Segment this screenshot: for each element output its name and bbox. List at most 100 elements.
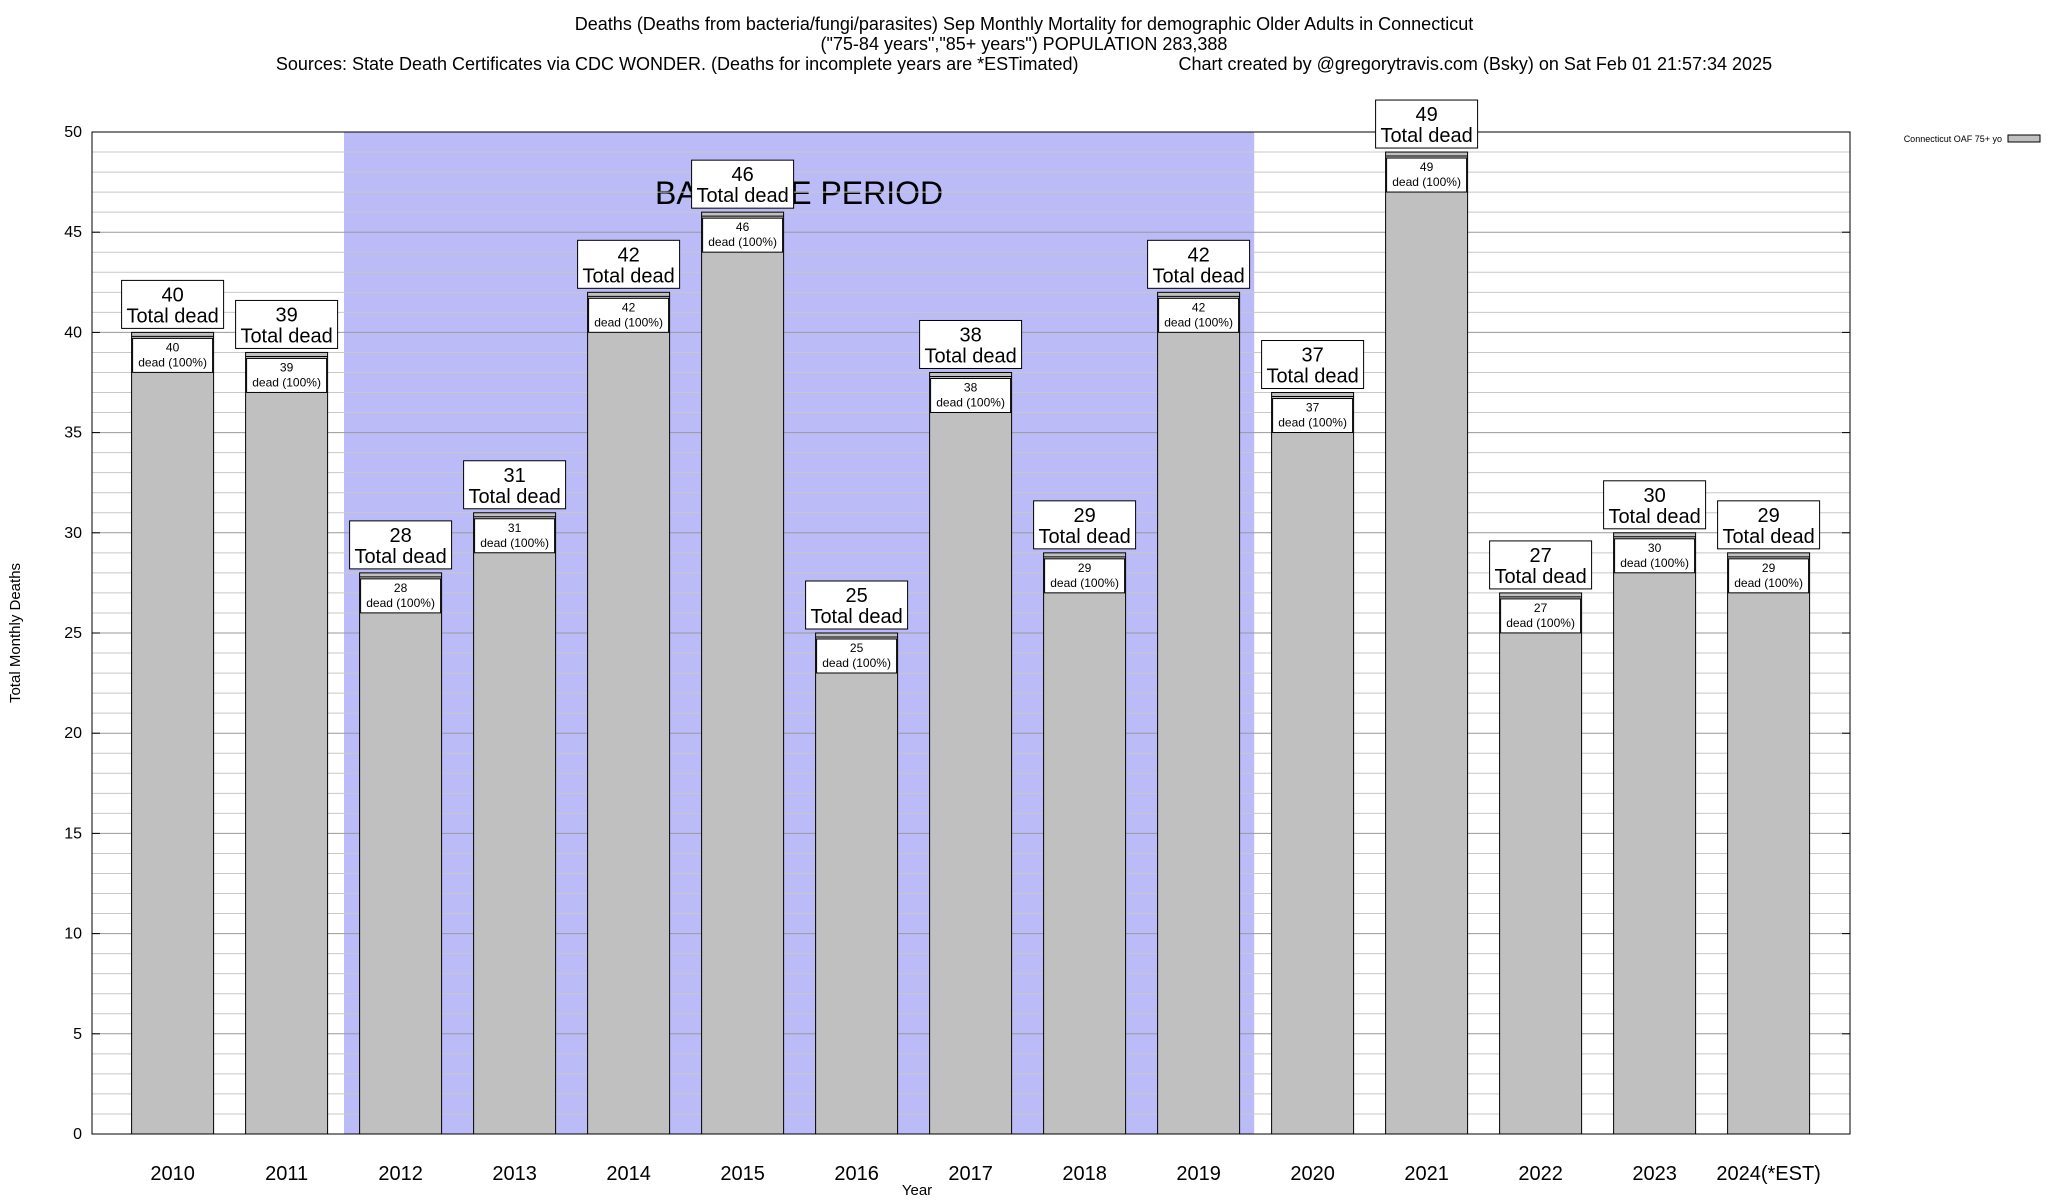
bar-2023 <box>1613 532 1697 1135</box>
top-label-box <box>577 239 681 289</box>
bar-2019 <box>1157 291 1241 1135</box>
inner-label-value: 25 <box>850 641 864 655</box>
top-label-text: Total dead <box>354 546 446 568</box>
top-label-box <box>349 520 453 570</box>
y-tick-label: 25 <box>64 625 82 642</box>
top-label-text: Total dead <box>1722 526 1814 548</box>
top-label-box <box>691 159 795 209</box>
x-tick-label: 2022 <box>1518 1163 1563 1185</box>
top-label-text: Total dead <box>924 345 1016 367</box>
inner-label-text: dead (100%) <box>1164 315 1233 329</box>
chart-title-block: Deaths (Deaths from bacteria/fungi/paras… <box>0 14 2048 74</box>
x-tick-label: 2021 <box>1404 1163 1449 1185</box>
top-label-box <box>1717 500 1821 550</box>
inner-label-box <box>1500 598 1582 634</box>
bar-2011 <box>245 351 329 1135</box>
inner-label-value: 30 <box>1648 541 1662 555</box>
inner-label-value: 29 <box>1762 561 1776 575</box>
axes: 2010 2011 2012 2013 2014 2015 2016 2017 2018 2019… <box>7 124 1851 1199</box>
top-label-box <box>1603 480 1707 530</box>
inner-label-value: 29 <box>1078 561 1092 575</box>
x-tick-label: 2012 <box>378 1163 423 1185</box>
inner-label-box <box>1614 538 1696 574</box>
inner-label-value: 46 <box>736 220 750 234</box>
inner-label-box <box>816 638 898 674</box>
top-label-box <box>1375 99 1479 149</box>
chart-subtitle-row: Sources: State Death Certificates via CD… <box>0 54 2048 74</box>
inner-label-box <box>1728 558 1810 594</box>
top-label-value: 49 <box>1415 104 1437 126</box>
inner-label-box <box>1386 157 1468 193</box>
inner-label-box <box>1044 558 1126 594</box>
bar-2016 <box>815 632 899 1135</box>
inner-label-text: dead (100%) <box>708 235 777 249</box>
x-tick-label: 2017 <box>948 1163 993 1185</box>
chart-title: Deaths (Deaths from bacteria/fungi/paras… <box>574 14 1474 34</box>
inner-label-text: dead (100%) <box>252 375 321 389</box>
bar-2015 <box>701 211 785 1135</box>
bar-2018 <box>1043 552 1127 1135</box>
x-tick-label: 2023 <box>1632 1163 1677 1185</box>
top-label-value: 42 <box>617 244 639 266</box>
top-label-text: Total dead <box>810 606 902 628</box>
inner-label-value: 31 <box>508 521 522 535</box>
top-label-value: 28 <box>389 525 411 547</box>
y-tick-label: 40 <box>64 324 82 341</box>
top-label-value: 30 <box>1643 485 1665 507</box>
top-label-text: Total dead <box>126 305 218 327</box>
top-label-box <box>1033 500 1137 550</box>
y-axis-label: Total Monthly Deaths <box>7 563 24 703</box>
top-label-box <box>1489 540 1593 590</box>
inner-label-value: 49 <box>1420 160 1434 174</box>
x-tick-label: 2011 <box>265 1163 308 1185</box>
top-label-text: Total dead <box>1380 125 1472 147</box>
inner-label-box <box>132 337 214 373</box>
top-label-value: 29 <box>1073 505 1095 527</box>
x-tick-label: 2014 <box>606 1163 651 1185</box>
inner-label-text: dead (100%) <box>1506 616 1575 630</box>
top-label-text: Total dead <box>696 185 788 207</box>
top-label-box <box>121 279 225 329</box>
top-label-text: Total dead <box>468 486 560 508</box>
bar-2014 <box>587 291 671 1135</box>
top-label-text: Total dead <box>1494 566 1586 588</box>
top-label-value: 38 <box>959 324 981 346</box>
inner-label-value: 28 <box>394 581 408 595</box>
inner-label-box <box>1272 398 1354 434</box>
inner-label-value: 37 <box>1306 401 1320 415</box>
inner-label-value: 27 <box>1534 601 1548 615</box>
inner-label-box <box>474 518 556 554</box>
inner-label-value: 39 <box>280 360 294 374</box>
inner-label-box <box>930 377 1012 413</box>
top-label-text: Total dead <box>1038 526 1130 548</box>
y-tick-label: 15 <box>64 825 82 842</box>
y-tick-label: 35 <box>64 425 82 442</box>
top-label-value: 40 <box>161 284 183 306</box>
y-tick-label: 5 <box>73 1026 82 1043</box>
top-label-value: 31 <box>503 465 525 487</box>
inner-label-text: dead (100%) <box>936 395 1005 409</box>
top-label-box <box>463 460 567 510</box>
inner-label-value: 42 <box>1192 300 1206 314</box>
top-label-text: Total dead <box>582 265 674 287</box>
x-tick-label: 2019 <box>1176 1163 1221 1185</box>
chart-credit: Chart created by @gregorytravis.com (Bsk… <box>1178 54 1773 74</box>
x-axis-label: Year <box>902 1182 932 1199</box>
bar-2020 <box>1271 392 1355 1135</box>
bar-2024(*EST) <box>1727 552 1811 1135</box>
x-tick-label: 2010 <box>150 1163 195 1185</box>
inner-label-text: dead (100%) <box>594 315 663 329</box>
top-label-value: 27 <box>1529 545 1551 567</box>
top-label-box <box>919 319 1023 369</box>
inner-label-text: dead (100%) <box>1278 416 1347 430</box>
x-tick-label: 2018 <box>1062 1163 1107 1185</box>
inner-label-box <box>588 297 670 333</box>
top-label-box <box>1147 239 1251 289</box>
y-tick-label: 0 <box>73 1126 82 1143</box>
bar-2021 <box>1385 151 1469 1135</box>
x-tick-label: 2020 <box>1290 1163 1335 1185</box>
legend-label: Connecticut OAF 75+ yo <box>1904 134 2002 144</box>
top-label-box <box>805 580 909 630</box>
y-tick-label: 10 <box>64 926 82 943</box>
